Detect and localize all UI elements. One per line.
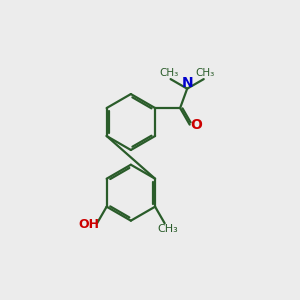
Text: N: N xyxy=(182,76,193,90)
Text: CH₃: CH₃ xyxy=(160,68,179,78)
Text: O: O xyxy=(190,118,202,132)
Text: CH₃: CH₃ xyxy=(157,224,178,234)
Text: CH₃: CH₃ xyxy=(196,68,215,78)
Text: OH: OH xyxy=(78,218,99,231)
